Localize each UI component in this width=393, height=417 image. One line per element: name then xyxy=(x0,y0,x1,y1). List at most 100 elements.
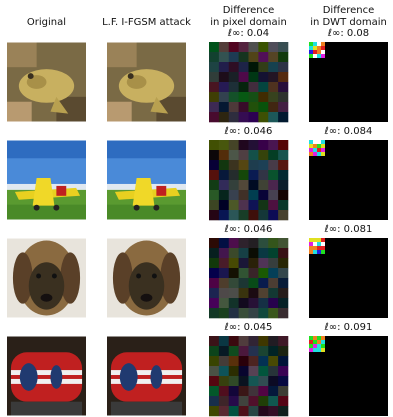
noise-block xyxy=(278,150,288,160)
noise-block xyxy=(219,406,229,416)
noise-block xyxy=(258,62,268,72)
noise-block xyxy=(209,258,219,268)
noise-block xyxy=(268,160,278,170)
noise-block xyxy=(229,288,239,298)
noise-block xyxy=(239,42,249,52)
noise-block xyxy=(258,268,268,278)
coefficient-block xyxy=(317,140,321,144)
noise-block xyxy=(209,238,219,248)
noise-block xyxy=(229,72,239,82)
noise-block xyxy=(278,52,288,62)
noise-block xyxy=(258,52,268,62)
noise-block xyxy=(278,278,288,288)
coefficient-block xyxy=(309,336,313,340)
noise-block xyxy=(268,190,278,200)
original-image xyxy=(7,239,86,318)
noise-block xyxy=(209,102,219,112)
noise-block xyxy=(268,140,278,150)
noise-block xyxy=(278,386,288,396)
dwt-linf-label: ℓ∞: 0.08 xyxy=(328,28,369,39)
noise-block xyxy=(278,238,288,248)
noise-block xyxy=(219,248,229,258)
noise-block xyxy=(209,180,219,190)
noise-block xyxy=(249,170,259,180)
coefficient-block xyxy=(321,238,325,242)
noise-block xyxy=(239,366,249,376)
noise-block xyxy=(229,62,239,72)
noise-block xyxy=(209,396,219,406)
noise-block xyxy=(219,190,229,200)
noise-block xyxy=(258,150,268,160)
noise-block xyxy=(268,406,278,416)
noise-block xyxy=(209,386,219,396)
noise-block xyxy=(249,406,259,416)
noise-block xyxy=(229,406,239,416)
noise-block xyxy=(249,396,259,406)
noise-block xyxy=(239,170,249,180)
noise-block xyxy=(268,210,278,220)
noise-block xyxy=(219,112,229,122)
noise-block xyxy=(219,72,229,82)
noise-block xyxy=(229,248,239,258)
noise-block xyxy=(249,386,259,396)
dwt-difference-image xyxy=(309,42,388,122)
noise-block xyxy=(239,180,249,190)
noise-block xyxy=(209,150,219,160)
noise-block xyxy=(209,72,219,82)
noise-block xyxy=(239,200,249,210)
figure: OriginalL.F. I-FGSM attackDifferencein p… xyxy=(0,0,393,417)
column-header: Difference xyxy=(223,5,275,16)
noise-block xyxy=(209,62,219,72)
noise-block xyxy=(229,386,239,396)
coefficient-block xyxy=(313,250,317,254)
coefficient-block xyxy=(321,144,325,148)
noise-block xyxy=(219,82,229,92)
noise-block xyxy=(209,366,219,376)
noise-block xyxy=(268,288,278,298)
noise-block xyxy=(209,190,219,200)
noise-block xyxy=(209,346,219,356)
noise-block xyxy=(239,376,249,386)
noise-block xyxy=(249,150,259,160)
coefficient-block xyxy=(309,42,313,46)
coefficient-block xyxy=(321,340,325,344)
noise-block xyxy=(219,308,229,318)
noise-block xyxy=(219,102,229,112)
original-image xyxy=(7,43,86,122)
coefficient-block xyxy=(317,46,321,50)
coefficient-block xyxy=(317,242,321,246)
column-header: L.F. I-FGSM attack xyxy=(102,17,191,28)
noise-block xyxy=(229,396,239,406)
noise-block xyxy=(229,180,239,190)
noise-block xyxy=(249,82,259,92)
noise-block xyxy=(229,102,239,112)
coefficient-block xyxy=(321,148,325,152)
noise-block xyxy=(209,336,219,346)
noise-block xyxy=(258,258,268,268)
noise-block xyxy=(229,336,239,346)
coefficient-block xyxy=(313,348,317,352)
noise-block xyxy=(209,278,219,288)
noise-block xyxy=(249,238,259,248)
noise-block xyxy=(268,278,278,288)
coefficient-block xyxy=(317,246,321,250)
noise-block xyxy=(278,336,288,346)
coefficient-block xyxy=(313,50,317,54)
noise-block xyxy=(209,308,219,318)
noise-block xyxy=(258,190,268,200)
coefficient-block xyxy=(321,152,325,156)
noise-block xyxy=(219,376,229,386)
coefficient-block xyxy=(321,344,325,348)
noise-block xyxy=(258,346,268,356)
coefficient-block xyxy=(313,42,317,46)
noise-block xyxy=(239,62,249,72)
pixel-linf-label: ℓ∞: 0.046 xyxy=(225,224,273,235)
noise-block xyxy=(258,180,268,190)
noise-block xyxy=(278,72,288,82)
noise-block xyxy=(258,308,268,318)
noise-block xyxy=(278,376,288,386)
coefficient-block xyxy=(313,340,317,344)
noise-block xyxy=(268,52,278,62)
noise-block xyxy=(209,140,219,150)
noise-block xyxy=(258,386,268,396)
